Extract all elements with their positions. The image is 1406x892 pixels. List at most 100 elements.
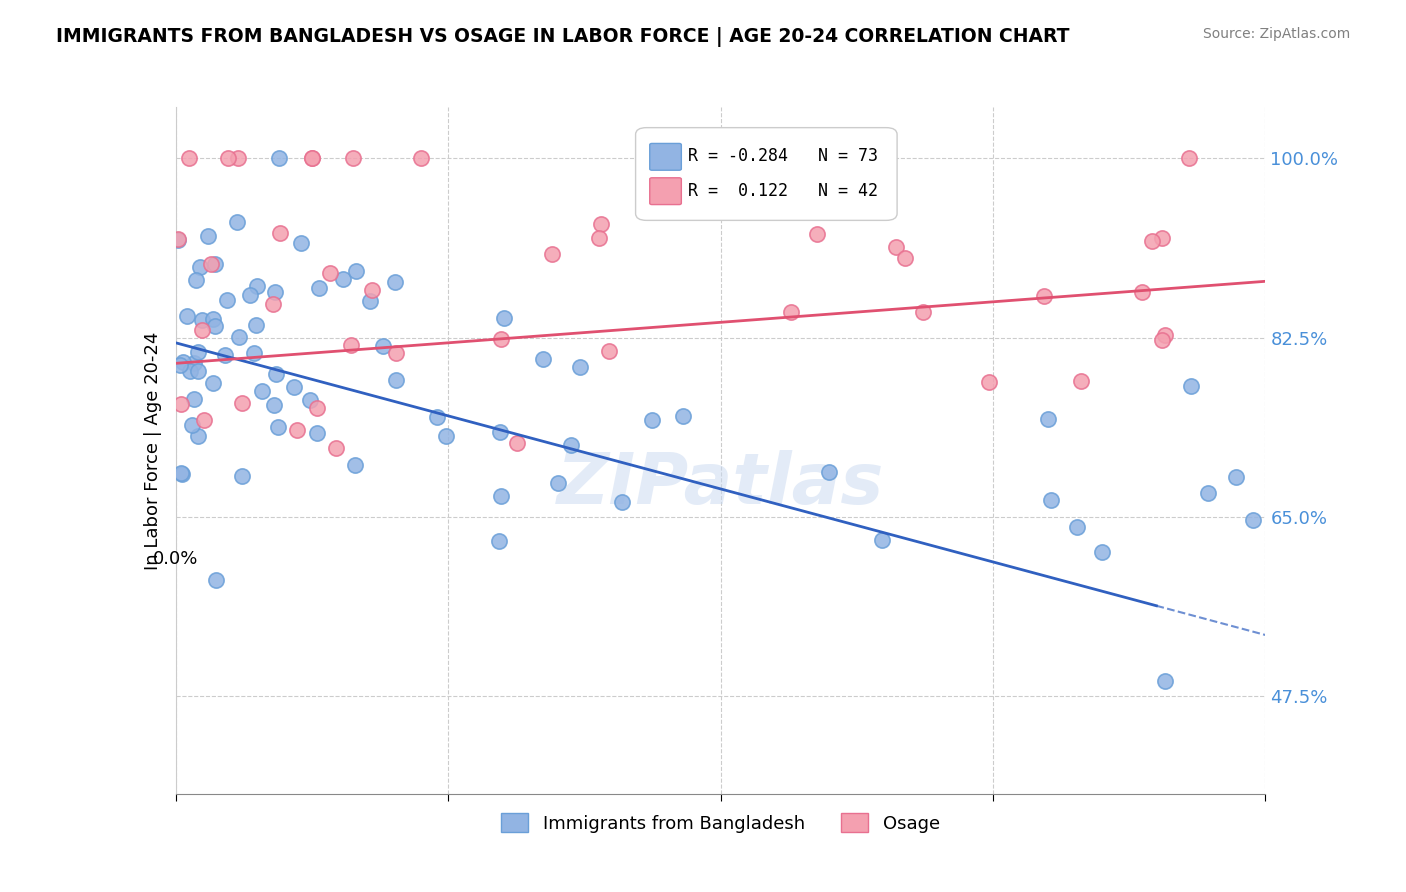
Text: R = -0.284   N = 73: R = -0.284 N = 73 bbox=[688, 147, 877, 166]
Text: ZIPatlas: ZIPatlas bbox=[557, 450, 884, 519]
Point bbox=[780, 304, 803, 318]
Point bbox=[246, 279, 269, 293]
Point bbox=[187, 364, 209, 378]
Point bbox=[1091, 544, 1114, 558]
Point bbox=[215, 293, 238, 307]
Point bbox=[1154, 328, 1177, 343]
Point bbox=[187, 429, 209, 443]
Point bbox=[1178, 151, 1201, 165]
Point bbox=[434, 429, 457, 443]
Point bbox=[290, 235, 312, 250]
Point bbox=[205, 573, 228, 587]
FancyBboxPatch shape bbox=[650, 178, 682, 204]
Point bbox=[568, 359, 591, 374]
Point bbox=[239, 288, 262, 302]
Point bbox=[411, 151, 433, 165]
Point bbox=[264, 367, 287, 381]
Point bbox=[893, 252, 915, 266]
Point bbox=[226, 151, 249, 165]
Point bbox=[979, 375, 1001, 389]
Point bbox=[531, 351, 554, 366]
Point bbox=[342, 151, 364, 165]
Point bbox=[183, 356, 205, 370]
Point bbox=[340, 338, 363, 352]
Point bbox=[264, 285, 287, 300]
Text: R =  0.122   N = 42: R = 0.122 N = 42 bbox=[688, 182, 877, 200]
Point bbox=[190, 313, 212, 327]
Point bbox=[1180, 379, 1202, 393]
Point bbox=[287, 423, 309, 437]
Point bbox=[385, 373, 408, 387]
Point bbox=[217, 151, 239, 165]
Point bbox=[170, 466, 193, 480]
Point bbox=[202, 376, 225, 390]
Point bbox=[193, 413, 215, 427]
Point bbox=[263, 296, 285, 310]
Point bbox=[384, 275, 406, 289]
Point bbox=[301, 151, 323, 165]
Point bbox=[245, 318, 267, 332]
Point bbox=[170, 397, 193, 411]
Point bbox=[183, 392, 205, 407]
Point bbox=[426, 409, 449, 424]
Point bbox=[188, 260, 211, 274]
Point bbox=[305, 401, 328, 415]
Point bbox=[1038, 411, 1060, 425]
Point bbox=[169, 358, 191, 372]
Point bbox=[231, 469, 253, 483]
Point bbox=[1154, 673, 1177, 688]
Point bbox=[269, 226, 291, 240]
Point bbox=[1140, 234, 1163, 248]
Point bbox=[298, 392, 321, 407]
Point bbox=[588, 231, 610, 245]
Point bbox=[492, 311, 515, 326]
Point bbox=[187, 345, 209, 359]
Point bbox=[204, 257, 226, 271]
Legend: Immigrants from Bangladesh, Osage: Immigrants from Bangladesh, Osage bbox=[494, 806, 948, 839]
Point bbox=[610, 495, 633, 509]
Point bbox=[283, 380, 305, 394]
Point bbox=[263, 398, 285, 412]
Point bbox=[167, 233, 190, 247]
Point bbox=[179, 364, 201, 378]
Point bbox=[870, 533, 893, 548]
Text: Source: ZipAtlas.com: Source: ZipAtlas.com bbox=[1202, 27, 1350, 41]
FancyBboxPatch shape bbox=[650, 144, 682, 170]
Point bbox=[301, 151, 323, 165]
Point bbox=[491, 332, 513, 346]
Point bbox=[371, 339, 394, 353]
Point bbox=[307, 425, 329, 440]
Point bbox=[540, 247, 562, 261]
Point bbox=[598, 344, 620, 359]
Point bbox=[385, 345, 408, 359]
Point bbox=[344, 263, 367, 277]
Point bbox=[911, 305, 934, 319]
Point bbox=[1032, 289, 1054, 303]
Point bbox=[1070, 374, 1092, 388]
Point bbox=[197, 229, 219, 244]
Point bbox=[1241, 513, 1264, 527]
Point bbox=[243, 346, 266, 360]
Point bbox=[560, 437, 582, 451]
Point bbox=[1150, 230, 1173, 244]
Point bbox=[191, 323, 214, 337]
Point bbox=[231, 396, 253, 410]
Point bbox=[818, 465, 841, 479]
Y-axis label: In Labor Force | Age 20-24: In Labor Force | Age 20-24 bbox=[143, 331, 162, 570]
Text: IMMIGRANTS FROM BANGLADESH VS OSAGE IN LABOR FORCE | AGE 20-24 CORRELATION CHART: IMMIGRANTS FROM BANGLADESH VS OSAGE IN L… bbox=[56, 27, 1070, 46]
Point bbox=[591, 218, 613, 232]
Point bbox=[267, 151, 290, 165]
Point bbox=[359, 294, 381, 309]
Point bbox=[181, 417, 204, 432]
Point bbox=[176, 310, 198, 324]
Point bbox=[226, 215, 249, 229]
Point bbox=[488, 425, 510, 440]
Point bbox=[1197, 486, 1219, 500]
Point bbox=[202, 311, 225, 326]
Point bbox=[214, 348, 236, 362]
Point bbox=[250, 384, 273, 398]
Point bbox=[806, 227, 828, 241]
Point bbox=[547, 475, 569, 490]
Point bbox=[1130, 285, 1153, 299]
Point bbox=[671, 409, 693, 424]
